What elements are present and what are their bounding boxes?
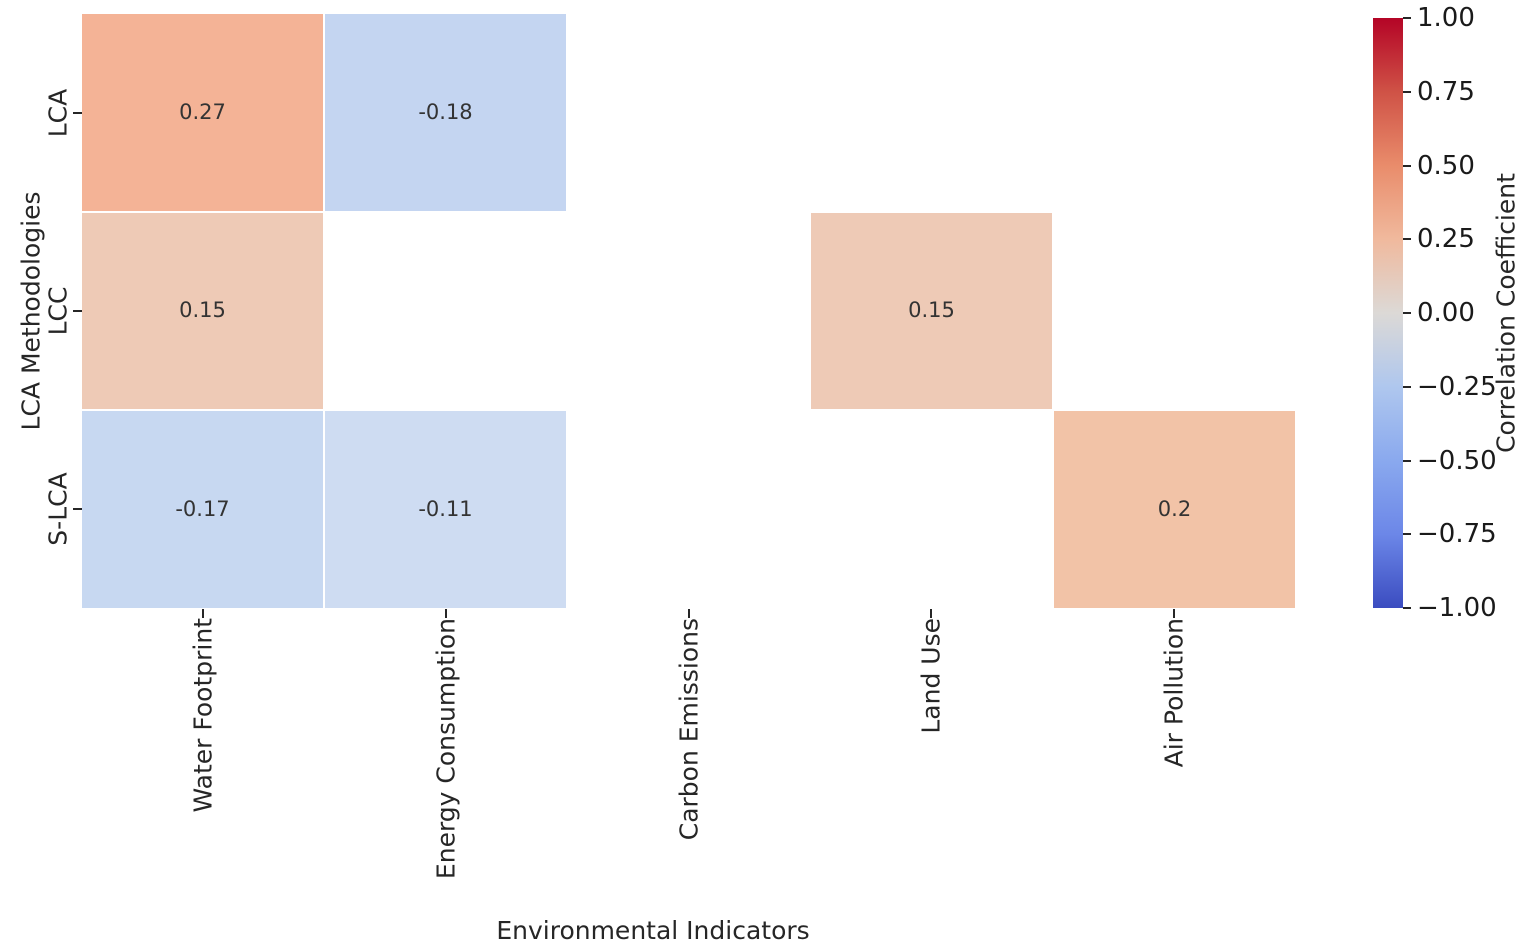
colorbar-tick-mark: [1403, 17, 1411, 19]
heatmap-cell: 0.27: [82, 14, 323, 211]
colorbar-tick-label: 1.00: [1417, 3, 1475, 33]
cell-value: -0.17: [175, 497, 230, 522]
y-tick-label: LCA: [43, 88, 73, 138]
colorbar-tick-mark: [1403, 90, 1411, 93]
colorbar-tick-mark: [1403, 459, 1411, 462]
colorbar-tick-label: 0.75: [1417, 76, 1475, 107]
cell-value: 0.15: [179, 298, 226, 323]
y-axis-title: LCA Methodologies: [16, 191, 46, 431]
colorbar-tick-mark: [1403, 164, 1411, 167]
heatmap-cell-masked: [568, 14, 809, 211]
x-tick-label: Energy Consumption: [431, 618, 461, 880]
y-tick-mark: [73, 310, 82, 312]
heatmap-cell-masked: [325, 212, 566, 410]
colorbar-title: Correlation Coefficient: [1491, 173, 1521, 453]
cell-value: 0.15: [908, 298, 955, 323]
heatmap-cell: 0.15: [82, 212, 323, 410]
colorbar-tick-label: 0.00: [1417, 298, 1475, 328]
colorbar-tick-mark: [1403, 533, 1411, 536]
y-tick-label: S-LCA: [43, 472, 73, 546]
cell-value: 0.2: [1157, 497, 1192, 522]
heatmap-cell: -0.18: [325, 14, 566, 211]
colorbar-tick-label: 0.50: [1417, 150, 1475, 181]
heatmap-cell-masked: [811, 14, 1052, 211]
colorbar-tick-label: −0.25: [1417, 371, 1497, 402]
x-tick-label: Carbon Emissions: [674, 618, 703, 841]
colorbar-tick-label: −1.00: [1417, 593, 1497, 623]
heatmap-cell: -0.11: [325, 411, 566, 608]
heatmap-cell-masked: [1054, 14, 1295, 211]
colorbar-gradient: [1373, 18, 1403, 608]
x-tick-label: Water Footprint: [188, 618, 218, 813]
x-tick-mark: [444, 609, 447, 618]
heatmap-grid: 0.27 -0.18 0.15 0.15 -0.17 -0.11 0.2: [82, 14, 1295, 608]
x-tick-mark: [1172, 609, 1175, 618]
colorbar-tick-label: 0.25: [1417, 224, 1475, 255]
colorbar-tick-label: −0.75: [1417, 519, 1497, 550]
x-tick-mark: [202, 609, 205, 618]
heatmap-cell: -0.17: [82, 411, 323, 608]
x-tick-label: Air Pollution: [1159, 618, 1189, 768]
y-tick-mark: [73, 112, 82, 114]
x-tick-mark: [687, 609, 690, 618]
x-axis-title: Environmental Indicators: [496, 916, 810, 945]
heatmap-cell-masked: [568, 212, 809, 410]
colorbar-tick-mark: [1403, 607, 1411, 609]
cell-value: -0.11: [418, 497, 473, 522]
heatmap-cell: 0.15: [811, 212, 1052, 410]
cell-value: 0.27: [179, 99, 226, 124]
heatmap-cell: 0.2: [1054, 411, 1295, 608]
y-tick-mark: [73, 508, 82, 510]
colorbar-tick-mark: [1403, 385, 1411, 388]
heatmap-cell-masked: [568, 411, 809, 608]
y-tick-label: LCC: [43, 286, 73, 336]
cell-value: -0.18: [418, 99, 473, 124]
colorbar-tick-label: −0.50: [1417, 445, 1497, 476]
x-tick-mark: [930, 609, 933, 618]
colorbar-tick-mark: [1403, 312, 1411, 314]
heatmap-cell-masked: [811, 411, 1052, 608]
heatmap-cell-masked: [1054, 212, 1295, 410]
x-tick-label: Land Use: [916, 618, 946, 734]
colorbar-tick-mark: [1403, 238, 1411, 241]
